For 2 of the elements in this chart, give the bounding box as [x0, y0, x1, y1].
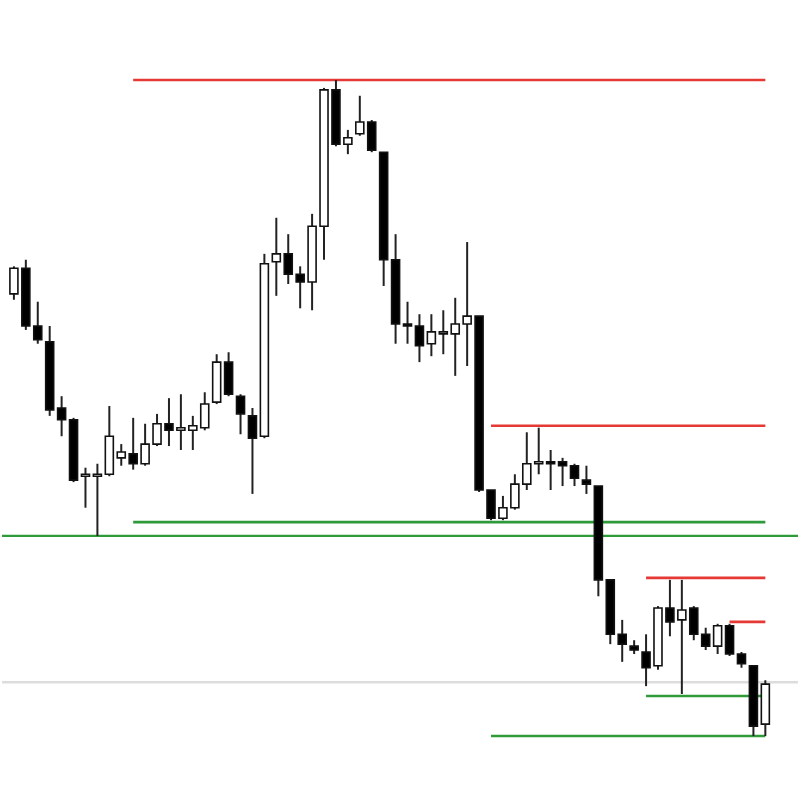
candlestick — [235, 393, 246, 436]
candlestick — [581, 464, 592, 495]
